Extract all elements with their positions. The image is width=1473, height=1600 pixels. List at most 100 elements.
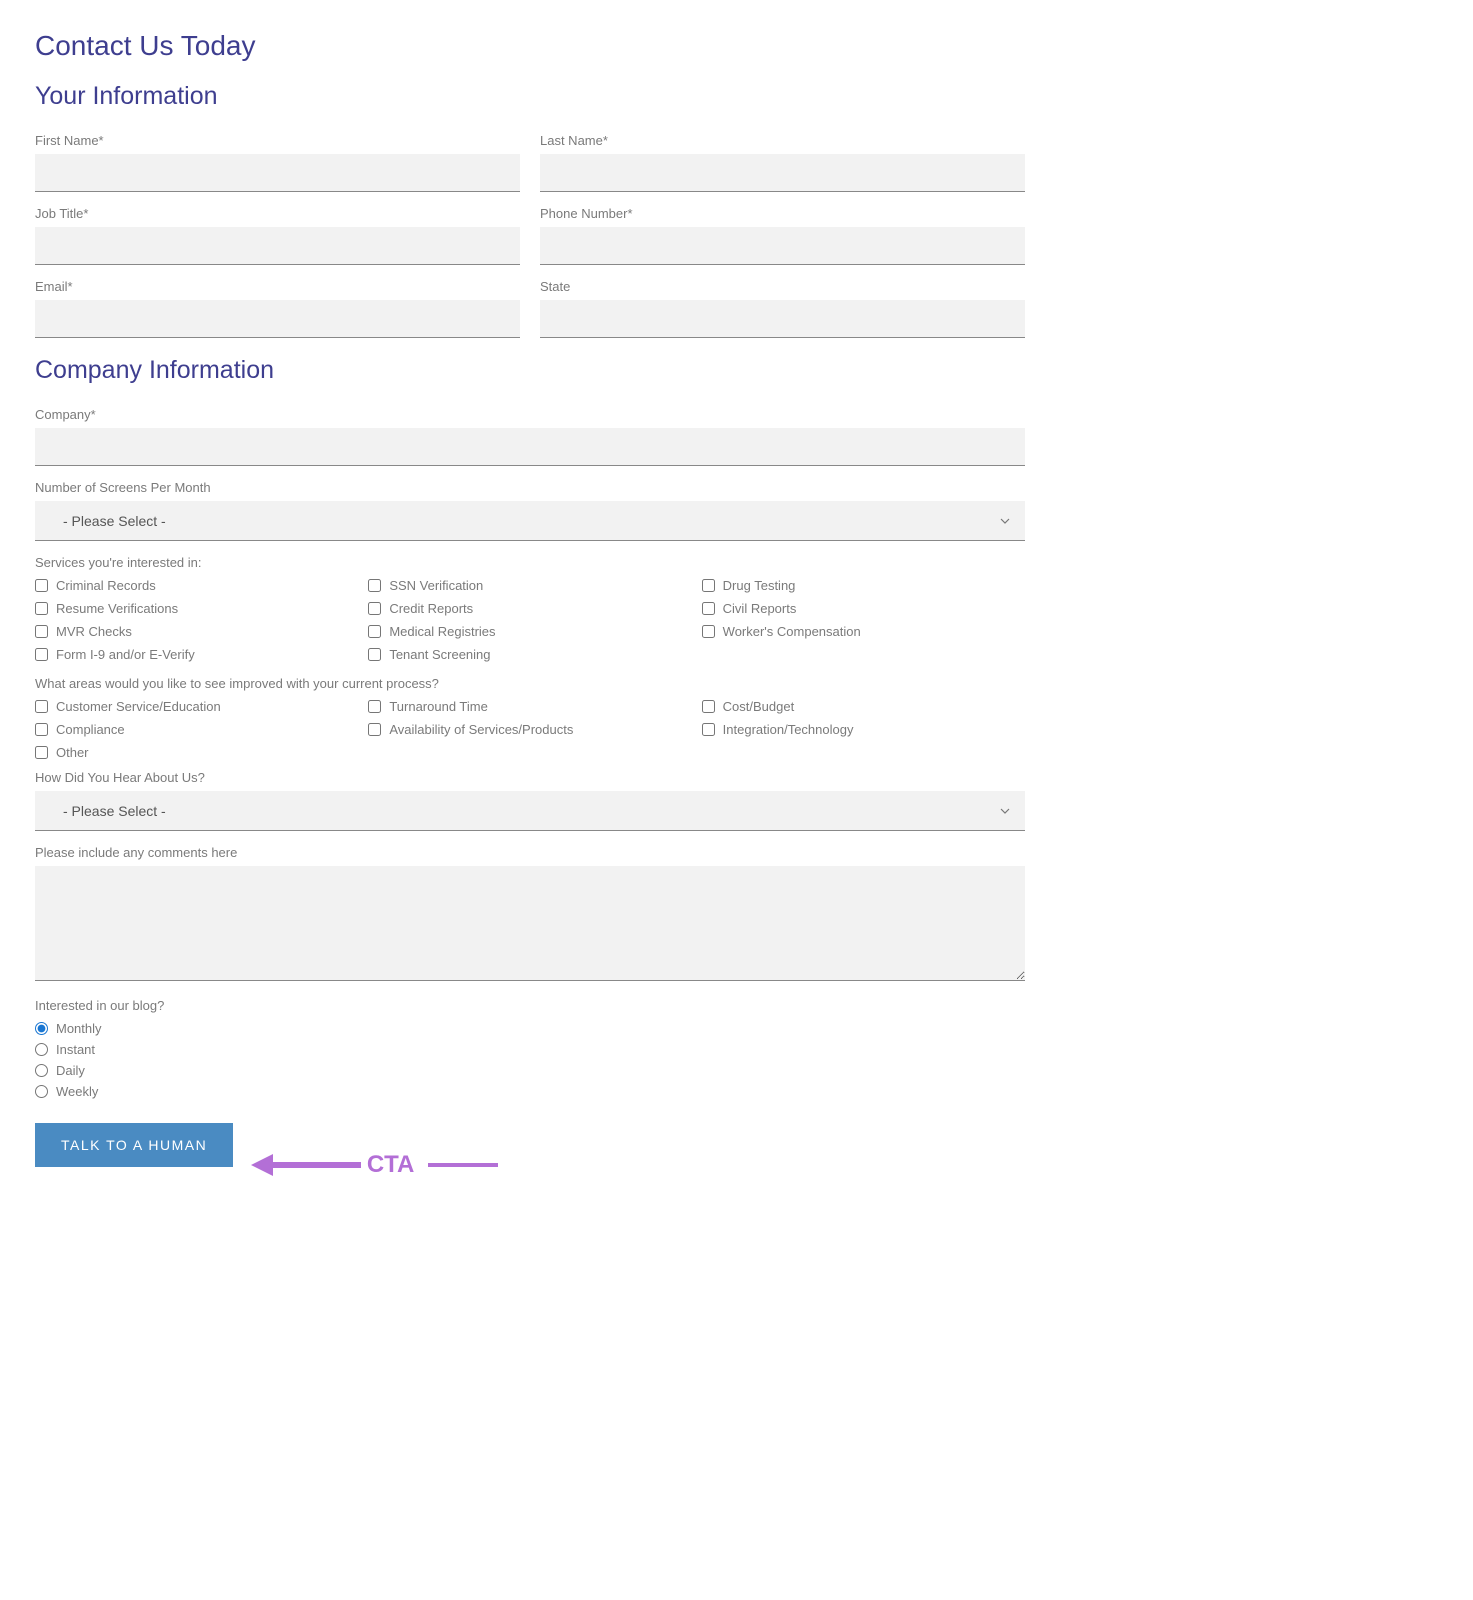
area-checkbox[interactable] (35, 723, 48, 736)
email-input[interactable] (35, 300, 520, 338)
area-checkbox[interactable] (702, 700, 715, 713)
blog-group-label: Interested in our blog? (35, 998, 1025, 1013)
service-checkbox-item[interactable]: Drug Testing (702, 578, 1025, 593)
state-input[interactable] (540, 300, 1025, 338)
areas-group-label: What areas would you like to see improve… (35, 676, 1025, 691)
service-checkbox-item[interactable]: Criminal Records (35, 578, 358, 593)
blog-radio-item[interactable]: Instant (35, 1042, 1025, 1057)
blog-radio[interactable] (35, 1085, 48, 1098)
area-checkbox[interactable] (35, 746, 48, 759)
section-personal-heading: Your Information (35, 82, 1025, 111)
area-checkbox-label: Turnaround Time (389, 699, 488, 714)
area-checkbox-label: Integration/Technology (723, 722, 854, 737)
service-checkbox-label: Credit Reports (389, 601, 473, 616)
service-checkbox-item[interactable]: Worker's Compensation (702, 624, 1025, 639)
service-checkbox-label: MVR Checks (56, 624, 132, 639)
area-checkbox-label: Availability of Services/Products (389, 722, 573, 737)
area-checkbox[interactable] (35, 700, 48, 713)
service-checkbox-item[interactable]: MVR Checks (35, 624, 358, 639)
service-checkbox-label: Form I-9 and/or E-Verify (56, 647, 195, 662)
service-checkbox-label: Civil Reports (723, 601, 797, 616)
service-checkbox-item[interactable]: Form I-9 and/or E-Verify (35, 647, 358, 662)
hear-about-select[interactable]: - Please Select - (35, 791, 1025, 831)
service-checkbox-item[interactable]: Credit Reports (368, 601, 691, 616)
service-checkbox-label: Medical Registries (389, 624, 495, 639)
comments-textarea[interactable] (35, 866, 1025, 981)
blog-radio[interactable] (35, 1043, 48, 1056)
company-label: Company* (35, 407, 1025, 422)
service-checkbox[interactable] (368, 648, 381, 661)
area-checkbox-label: Compliance (56, 722, 125, 737)
service-checkbox-label: Resume Verifications (56, 601, 178, 616)
service-checkbox[interactable] (702, 602, 715, 615)
area-checkbox-label: Cost/Budget (723, 699, 795, 714)
state-label: State (540, 279, 1025, 294)
service-checkbox[interactable] (368, 625, 381, 638)
service-checkbox-item[interactable]: Tenant Screening (368, 647, 691, 662)
phone-input[interactable] (540, 227, 1025, 265)
service-checkbox[interactable] (35, 648, 48, 661)
job-title-input[interactable] (35, 227, 520, 265)
area-checkbox-item[interactable]: Customer Service/Education (35, 699, 358, 714)
cta-label: CTA (367, 1151, 415, 1179)
service-checkbox[interactable] (35, 625, 48, 638)
areas-checkbox-grid: Customer Service/Education Turnaround Tim… (35, 699, 1025, 760)
job-title-label: Job Title* (35, 206, 520, 221)
blog-radio-label: Daily (56, 1063, 85, 1078)
service-checkbox[interactable] (35, 602, 48, 615)
service-checkbox[interactable] (35, 579, 48, 592)
comments-label: Please include any comments here (35, 845, 1025, 860)
service-checkbox[interactable] (368, 602, 381, 615)
area-checkbox-item[interactable]: Turnaround Time (368, 699, 691, 714)
submit-button[interactable]: TALK TO A HUMAN (35, 1123, 233, 1167)
blog-radio-label: Monthly (56, 1021, 102, 1036)
service-checkbox[interactable] (702, 579, 715, 592)
service-checkbox-label: Worker's Compensation (723, 624, 861, 639)
services-checkbox-grid: Criminal Records SSN Verification Drug Tes… (35, 578, 1025, 662)
service-checkbox-item[interactable]: Medical Registries (368, 624, 691, 639)
area-checkbox-item[interactable]: Cost/Budget (702, 699, 1025, 714)
services-group-label: Services you're interested in: (35, 555, 1025, 570)
email-label: Email* (35, 279, 520, 294)
cta-line (428, 1163, 498, 1167)
area-checkbox[interactable] (368, 700, 381, 713)
cta-annotation: CTA (251, 1151, 499, 1179)
screens-select[interactable]: - Please Select - (35, 501, 1025, 541)
area-checkbox-item[interactable]: Integration/Technology (702, 722, 1025, 737)
section-company-heading: Company Information (35, 356, 1025, 385)
last-name-label: Last Name* (540, 133, 1025, 148)
phone-label: Phone Number* (540, 206, 1025, 221)
hear-about-label: How Did You Hear About Us? (35, 770, 1025, 785)
blog-radio-item[interactable]: Daily (35, 1063, 1025, 1078)
screens-label: Number of Screens Per Month (35, 480, 1025, 495)
blog-radio-item[interactable]: Monthly (35, 1021, 1025, 1036)
service-checkbox[interactable] (368, 579, 381, 592)
service-checkbox-label: Tenant Screening (389, 647, 490, 662)
arrow-left-icon (251, 1152, 361, 1178)
area-checkbox-item[interactable]: Compliance (35, 722, 358, 737)
area-checkbox-item[interactable]: Availability of Services/Products (368, 722, 691, 737)
page-title: Contact Us Today (35, 30, 1025, 62)
first-name-input[interactable] (35, 154, 520, 192)
last-name-input[interactable] (540, 154, 1025, 192)
area-checkbox-item[interactable]: Other (35, 745, 358, 760)
service-checkbox-item[interactable]: Resume Verifications (35, 601, 358, 616)
blog-radio-group: Monthly Instant Daily Weekly (35, 1021, 1025, 1099)
service-checkbox-label: SSN Verification (389, 578, 483, 593)
blog-radio[interactable] (35, 1022, 48, 1035)
area-checkbox[interactable] (702, 723, 715, 736)
service-checkbox-item[interactable]: Civil Reports (702, 601, 1025, 616)
service-checkbox-label: Criminal Records (56, 578, 156, 593)
service-checkbox-label: Drug Testing (723, 578, 796, 593)
blog-radio-label: Weekly (56, 1084, 98, 1099)
service-checkbox-item[interactable]: SSN Verification (368, 578, 691, 593)
area-checkbox-label: Customer Service/Education (56, 699, 221, 714)
company-input[interactable] (35, 428, 1025, 466)
blog-radio[interactable] (35, 1064, 48, 1077)
area-checkbox[interactable] (368, 723, 381, 736)
blog-radio-label: Instant (56, 1042, 95, 1057)
first-name-label: First Name* (35, 133, 520, 148)
blog-radio-item[interactable]: Weekly (35, 1084, 1025, 1099)
service-checkbox[interactable] (702, 625, 715, 638)
area-checkbox-label: Other (56, 745, 89, 760)
